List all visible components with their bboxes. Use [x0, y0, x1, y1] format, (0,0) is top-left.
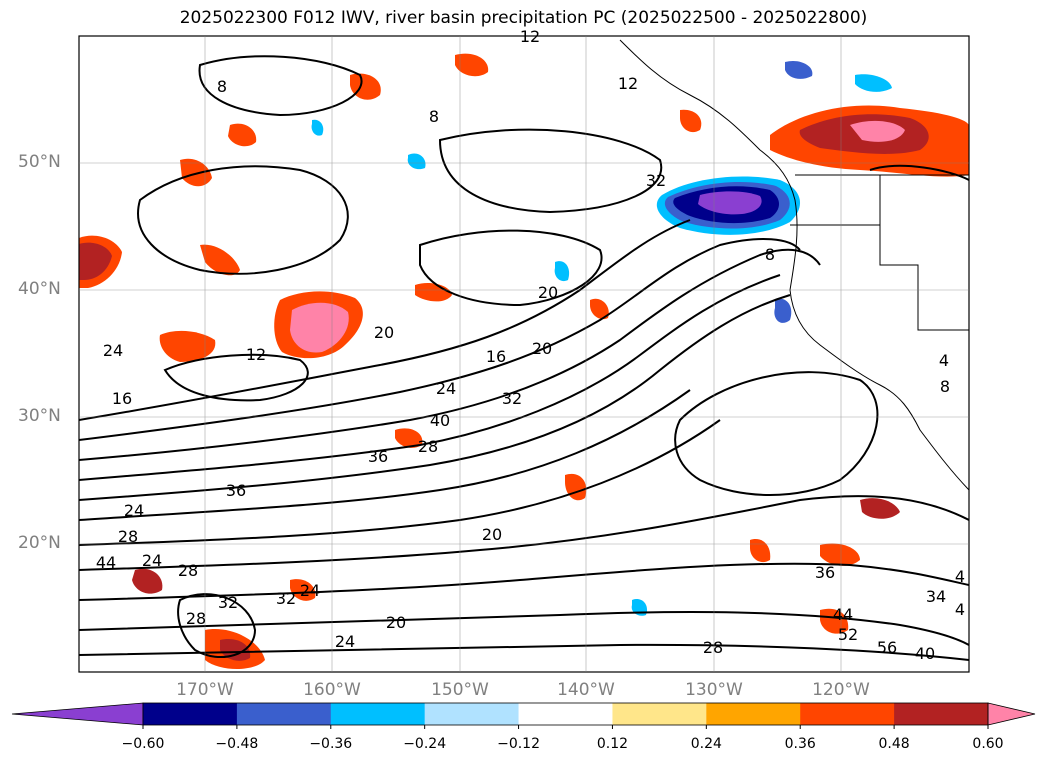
contour-label: 32	[646, 171, 666, 190]
precip-shading	[79, 53, 969, 669]
contour-label: 8	[217, 77, 227, 96]
colorbar-segment	[706, 703, 801, 725]
colorbar-segment	[894, 703, 989, 725]
contour-label: 36	[815, 563, 835, 582]
contour-label: 16	[486, 347, 506, 366]
contour-label: 20	[532, 339, 552, 358]
contour-label: 20	[482, 525, 502, 544]
contour-label: 28	[703, 638, 723, 657]
contour-label: 4	[955, 567, 965, 586]
contour-label: 20	[538, 283, 558, 302]
contour-label: 34	[926, 587, 946, 606]
contour-label: 24	[436, 379, 456, 398]
contour-label: 4	[939, 351, 949, 370]
colorbar-tick-label: −0.12	[497, 736, 540, 752]
lon-label-150w: 150°W	[431, 680, 489, 700]
contour-label: 24	[300, 581, 320, 600]
lon-label-140w: 140°W	[557, 680, 615, 700]
colorbar-tick-label: −0.48	[215, 736, 259, 752]
coastline	[619, 39, 969, 491]
lon-label-160w: 160°W	[303, 680, 361, 700]
lon-label-170w: 170°W	[176, 680, 234, 700]
contour-label: 24	[124, 501, 144, 520]
contour-label: 28	[178, 561, 198, 580]
contour-label: 24	[142, 551, 162, 570]
lon-label-130w: 130°W	[685, 680, 743, 700]
map-title: 2025022300 F012 IWV, river basin precipi…	[179, 8, 868, 28]
contour-label: 8	[765, 245, 775, 264]
colorbar-tick-label: 0.24	[690, 736, 722, 752]
colorbar-extend-low	[11, 702, 144, 726]
contour-label: 36	[226, 481, 246, 500]
iwv-contours	[79, 55, 969, 661]
contour-label: 40	[430, 411, 450, 430]
colorbar-segment	[424, 703, 520, 725]
lat-label-20n: 20°N	[18, 533, 61, 553]
lon-label-120w: 120°W	[812, 680, 870, 700]
colorbar-segment	[143, 703, 238, 725]
contour-label: 44	[96, 553, 116, 572]
contour-label: 8	[429, 107, 439, 126]
lat-label-40n: 40°N	[18, 279, 61, 299]
colorbar-tick-label: −0.60	[121, 736, 165, 752]
map-panel	[79, 36, 969, 672]
contour-label: 32	[218, 593, 238, 612]
contour-label: 20	[374, 323, 394, 342]
contour-label: 4	[955, 600, 965, 619]
colorbar-segment	[330, 703, 426, 725]
contour-label: 12	[520, 27, 540, 46]
colorbar-tick-label: 0.36	[784, 736, 816, 752]
colorbar-frame	[142, 702, 989, 726]
colorbar-segment	[236, 703, 332, 725]
contour-label: 44	[833, 605, 853, 624]
contour-label: 24	[103, 341, 123, 360]
contour-label: 32	[276, 589, 296, 608]
colorbar-segment	[612, 703, 707, 725]
colorbar-segment	[518, 703, 613, 725]
contour-label: 28	[118, 527, 138, 546]
contour-label: 36	[368, 447, 388, 466]
colorbar-segment	[800, 703, 895, 725]
colorbar-tick-label: −0.36	[309, 736, 353, 752]
contour-label: 40	[915, 644, 935, 663]
colorbar-tick-label: 0.48	[878, 736, 910, 752]
graticule	[79, 36, 969, 672]
contour-label: 56	[877, 638, 897, 657]
colorbar-tick-label: 0.12	[596, 736, 629, 752]
contour-label: 28	[418, 437, 438, 456]
lat-label-30n: 30°N	[18, 406, 61, 426]
contour-label: 20	[386, 613, 406, 632]
colorbar-tick-label: −0.24	[403, 736, 447, 752]
colorbar-extend-high	[987, 702, 1036, 726]
contour-label: 12	[618, 74, 638, 93]
contour-label: 16	[112, 389, 132, 408]
contour-label: 52	[838, 625, 858, 644]
contour-label: 12	[246, 345, 266, 364]
contour-label: 32	[502, 389, 522, 408]
map-frame	[78, 35, 970, 673]
contour-label: 24	[335, 632, 355, 651]
lat-label-50n: 50°N	[18, 152, 61, 172]
contour-label: 8	[940, 377, 950, 396]
colorbar	[11, 702, 1036, 729]
colorbar-tick-label: 0.60	[972, 736, 1004, 752]
contour-label: 28	[186, 609, 206, 628]
